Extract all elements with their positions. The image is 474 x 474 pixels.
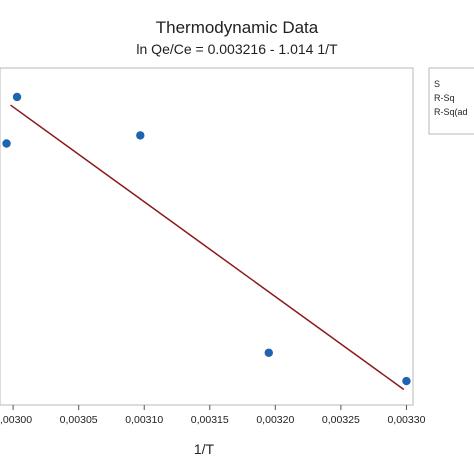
data-point [12, 92, 22, 102]
x-tick-label: 0,00305 [60, 414, 98, 426]
legend: S R-Sq R-Sq(ad [434, 79, 468, 117]
chart-title: Thermodynamic Data [156, 18, 319, 37]
plot-area [0, 67, 414, 406]
data-point [136, 131, 145, 140]
regression-line [10, 104, 405, 391]
data-point [402, 376, 411, 386]
legend-box [428, 67, 474, 135]
x-axis-label: 1/T [194, 441, 215, 457]
data-point [264, 348, 273, 357]
x-tick-label: 0,00330 [387, 414, 425, 426]
data-point [2, 139, 11, 148]
x-tick-label: 0,00325 [322, 414, 360, 426]
legend-entry: S [434, 79, 440, 89]
data-points [2, 92, 411, 386]
x-axis: 0,00300 0,00305 0,00310 0,00315 0,00320 0,003… [0, 405, 426, 426]
x-tick-label: 0,00320 [256, 414, 294, 426]
chart-subtitle: ln Qe/Ce = 0.003216 - 1.014 1/T [136, 41, 338, 57]
legend-entry: R-Sq(ad [434, 107, 468, 117]
x-tick-label: 0,00315 [191, 414, 229, 426]
fit-line-layer [10, 104, 405, 391]
x-tick-label: 0,00300 [0, 414, 32, 426]
x-tick-label: 0,00310 [125, 414, 163, 426]
legend-entry: R-Sq [434, 93, 455, 103]
